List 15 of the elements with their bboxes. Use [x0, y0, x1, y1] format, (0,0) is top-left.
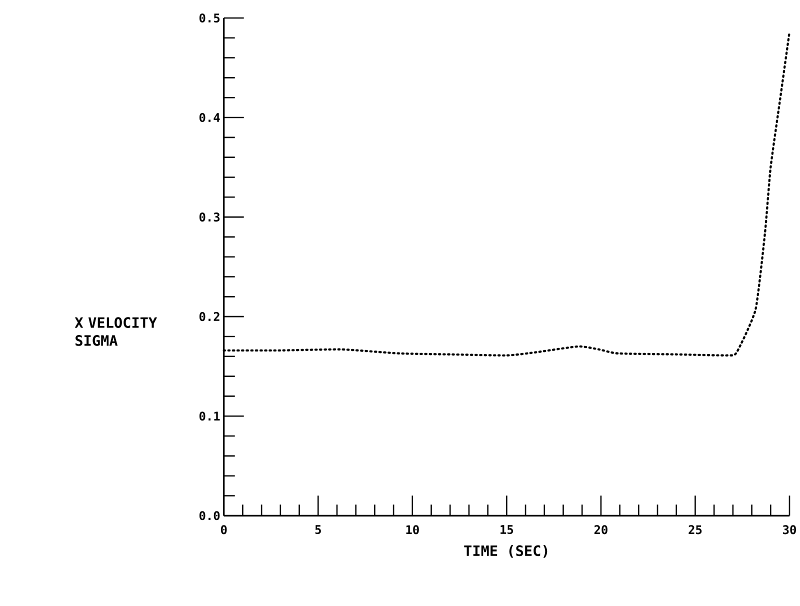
y-tick-label: 0.0 [199, 511, 220, 520]
x-tick-label: 25 [688, 525, 702, 534]
y-tick-label: 0.4 [199, 113, 220, 122]
x-axis-title: TIME (SEC) [464, 545, 548, 558]
y-tick-label: 0.1 [199, 412, 220, 421]
x-tick-label: 20 [594, 525, 608, 534]
x-tick-label: 10 [406, 525, 419, 534]
y-tick-label: 0.2 [199, 312, 220, 322]
x-tick-label: 5 [315, 525, 321, 534]
x-tick-label: 30 [783, 525, 796, 534]
y-tick-label: 0.3 [199, 212, 220, 222]
y-axis-title: X VELOCITY SIGMA [74, 317, 158, 346]
x-tick-label: 0 [220, 525, 227, 534]
y-tick-label: 0.5 [199, 14, 220, 23]
x-tick-label: 15 [500, 525, 514, 534]
